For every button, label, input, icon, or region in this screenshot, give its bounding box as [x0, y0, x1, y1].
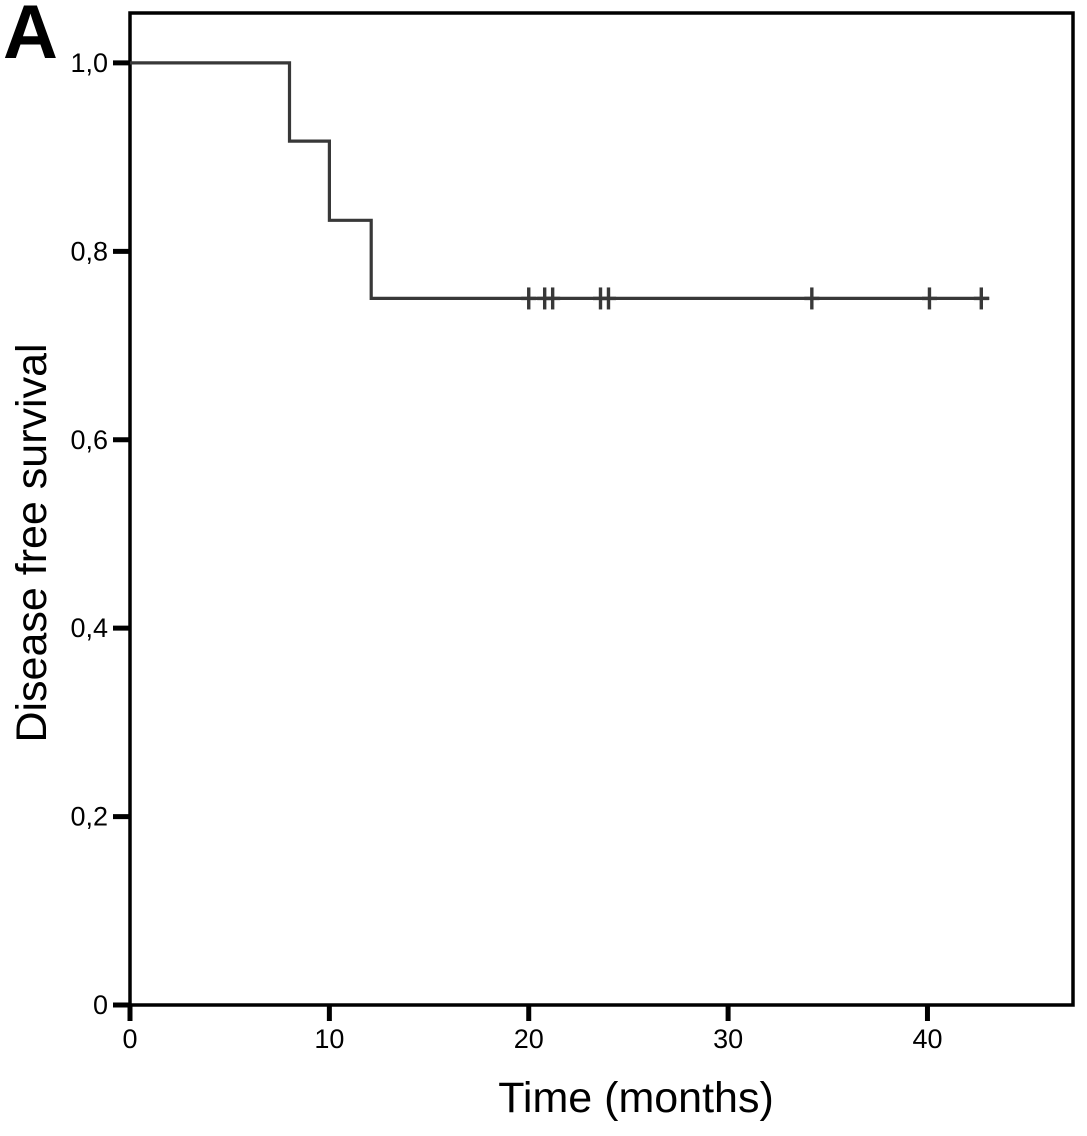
censor-mark — [973, 287, 989, 310]
censor-mark — [545, 287, 561, 310]
survival-curve-layer — [130, 61, 990, 310]
x-tick-label: 30 — [713, 1024, 743, 1054]
censor-mark — [600, 287, 616, 310]
y-tick-label: 0,8 — [70, 236, 108, 266]
censor-mark — [521, 287, 537, 310]
censor-mark — [921, 287, 937, 310]
x-tick-label: 10 — [314, 1024, 344, 1054]
x-tick-label: 0 — [122, 1024, 137, 1054]
x-axis-title: Time (months) — [498, 1074, 774, 1122]
y-tick-label: 0,6 — [70, 425, 108, 455]
y-axis-title: Disease free survival — [8, 343, 56, 742]
y-tick-label: 0,4 — [70, 613, 108, 643]
y-tick-label: 0,2 — [70, 802, 108, 832]
x-tick-label: 20 — [514, 1024, 544, 1054]
km-step-curve — [130, 61, 990, 300]
axes-ticks-layer: 1,0 0,8 0,6 0,4 0,2 00 10 20 30 40 — [70, 48, 942, 1054]
x-tick-label: 40 — [912, 1024, 942, 1054]
y-tick-label: 1,0 — [70, 48, 108, 78]
censor-mark — [804, 287, 820, 310]
plot-area-border — [128, 11, 1075, 1007]
y-tick-label: 0 — [93, 990, 108, 1020]
panel-label: A — [3, 0, 58, 75]
